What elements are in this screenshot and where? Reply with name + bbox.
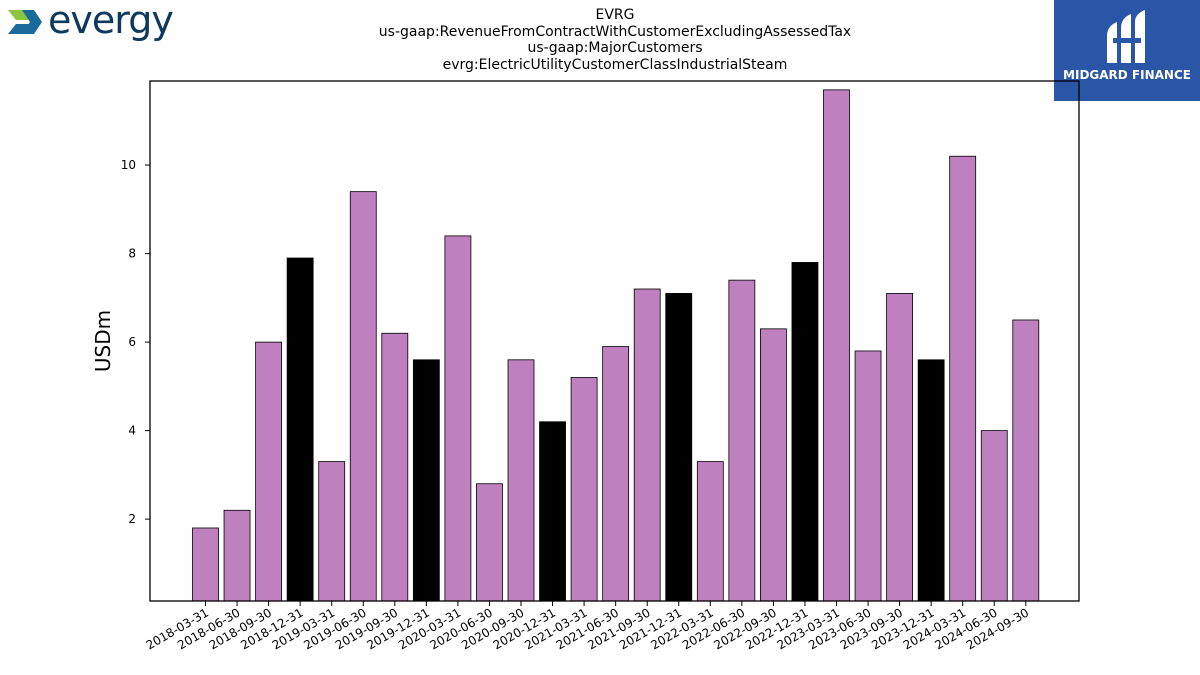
bar-2024-03-31 (949, 155, 977, 602)
y-tick-label: 4 (128, 424, 136, 438)
bar-2023-03-31 (823, 89, 850, 602)
y-tick-label: 2 (128, 512, 136, 526)
bars-group (192, 89, 1040, 602)
evergy-logo-text: evergy (48, 0, 174, 42)
bar-2019-12-31 (412, 359, 440, 602)
bar-2020-09-30 (507, 359, 535, 602)
bar-2023-12-31 (917, 359, 945, 602)
y-tick-label: 10 (121, 158, 136, 172)
y-axis-ticks: 2 4 6 8 10 (121, 158, 150, 526)
bar-2022-06-30 (728, 279, 756, 602)
midgard-finance-logo: MIDGARD FINANCE (1054, 0, 1200, 101)
bar-2024-09-30 (1012, 319, 1040, 602)
bar-2021-06-30 (602, 346, 630, 602)
bar-2018-12-31 (286, 257, 314, 602)
plot-frame (149, 80, 1080, 602)
y-tick-label: 6 (128, 335, 136, 349)
chart-title-line-2: us-gaap:RevenueFromContractWithCustomerE… (378, 24, 852, 40)
chart-title-line-3: us-gaap:MajorCustomers (527, 40, 703, 56)
bar-2018-09-30 (255, 341, 283, 602)
bar-2022-12-31 (791, 262, 819, 602)
chart-title-line-1: EVRG (595, 7, 635, 23)
bar-2020-12-31 (539, 421, 566, 602)
midgard-logo-text: MIDGARD FINANCE (1063, 68, 1191, 82)
midgard-emblem-icon (1107, 10, 1145, 63)
x-axis-ticks: 2018-03-312018-06-302018-09-302018-12-31… (144, 601, 1031, 652)
bar-2019-06-30 (349, 191, 377, 602)
bar-2021-12-31 (665, 293, 693, 602)
evergy-logo: evergy (6, 0, 206, 44)
bar-2022-09-30 (760, 328, 787, 602)
y-axis-label: USDm (91, 310, 115, 372)
bar-2019-09-30 (381, 332, 409, 602)
bar-2021-09-30 (633, 288, 661, 602)
y-tick-label: 8 (128, 247, 136, 261)
bar-2023-09-30 (886, 293, 913, 602)
evergy-chevron-icon (8, 10, 42, 34)
bar-2022-03-31 (696, 461, 724, 602)
bar-2023-06-30 (854, 350, 882, 602)
bar-2020-06-30 (476, 483, 503, 602)
bar-2021-03-31 (570, 377, 598, 602)
bar-2019-03-31 (318, 461, 346, 602)
bar-2024-06-30 (980, 430, 1008, 602)
bar-2018-03-31 (192, 527, 219, 602)
bar-2020-03-31 (444, 235, 472, 602)
bar-2018-06-30 (223, 509, 251, 602)
chart-title-line-4: evrg:ElectricUtilityCustomerClassIndustr… (442, 57, 788, 73)
